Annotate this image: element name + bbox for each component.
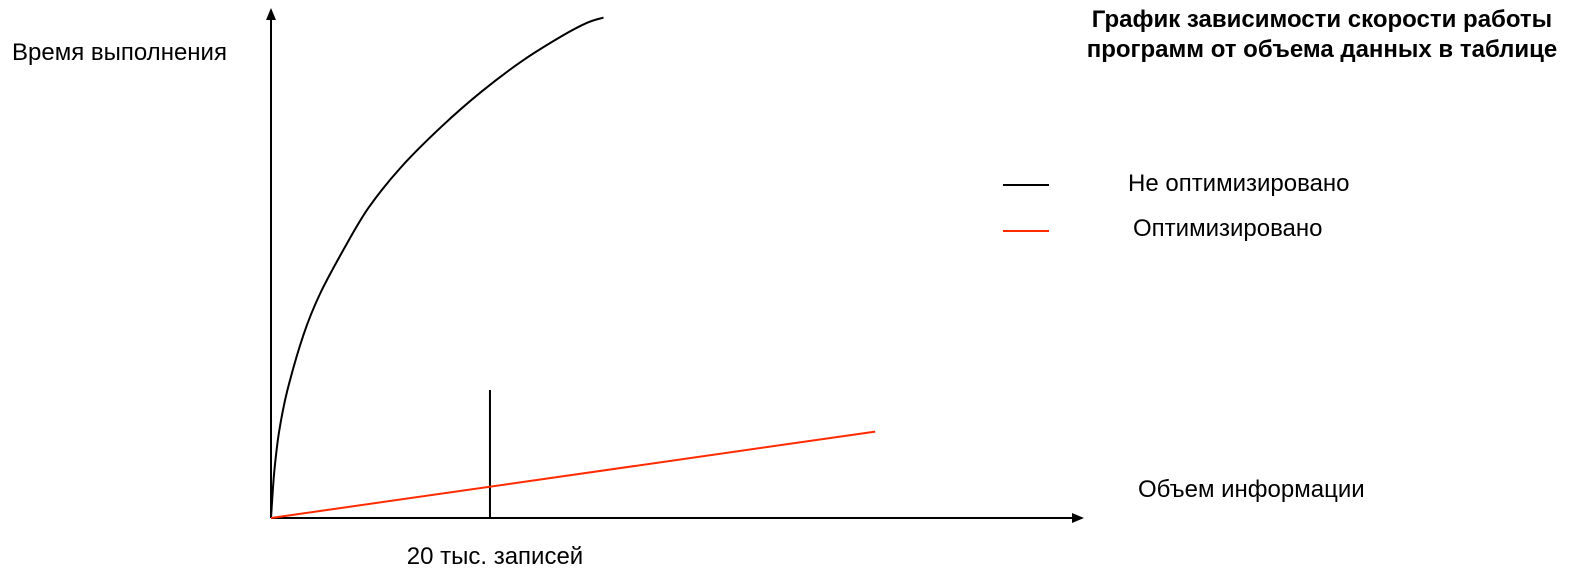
legend-label-optimized: Оптимизировано [1133, 215, 1323, 242]
series-line-optimized [270, 430, 876, 519]
legend-swatch-not-optimized [1003, 184, 1049, 186]
series-line-not-optimized [270, 16, 604, 519]
chart-title: График зависимости скорости работы прогр… [1086, 6, 1558, 63]
legend-swatch-optimized [1003, 230, 1049, 232]
series-layer [270, 16, 876, 519]
x-axis-label: Объем информации [1138, 476, 1365, 503]
legend-label-not-optimized: Не оптимизировано [1128, 170, 1350, 197]
y-axis-label: Время выполнения [12, 39, 227, 66]
marker-label: 20 тыс. записей [406, 543, 584, 570]
